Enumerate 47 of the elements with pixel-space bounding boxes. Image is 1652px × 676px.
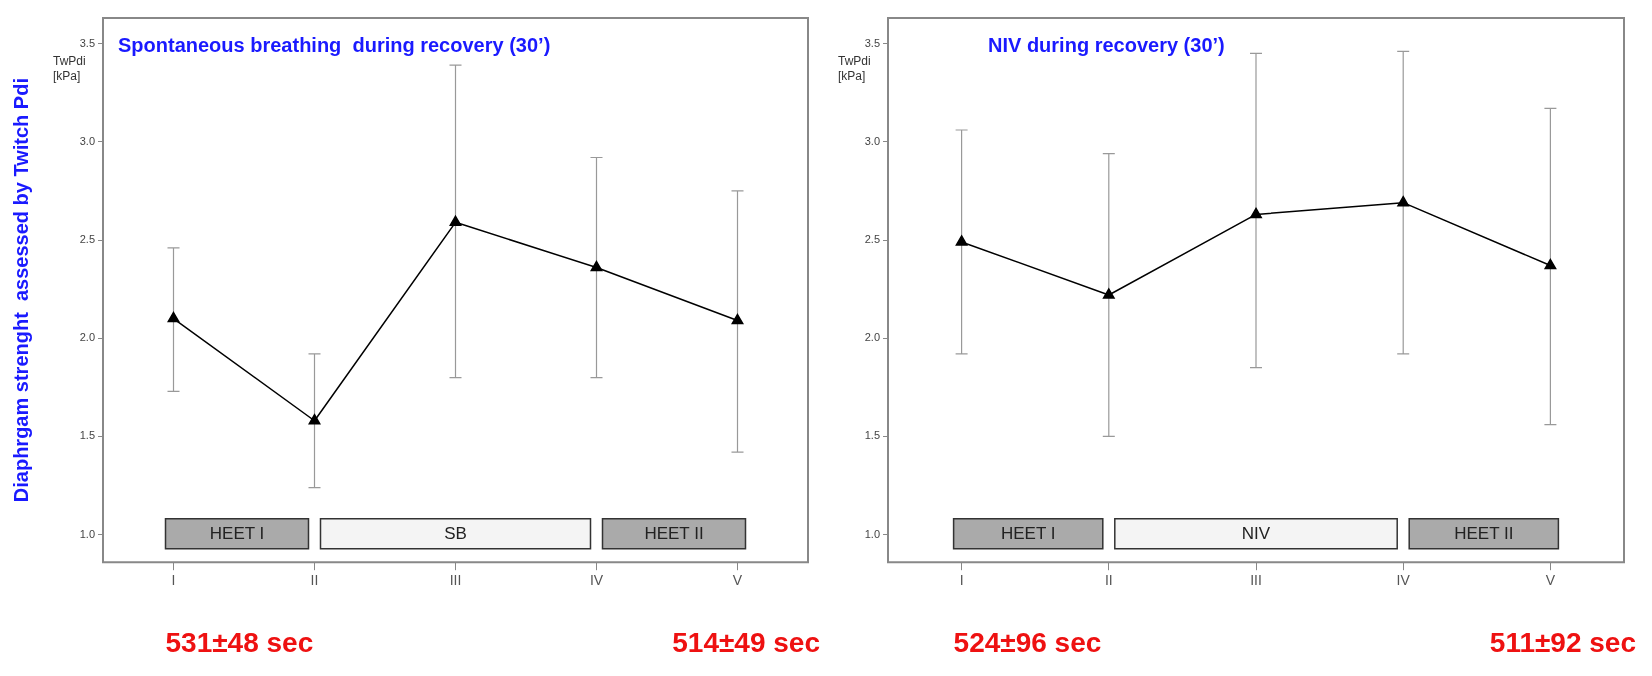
band-label: SB [444, 524, 467, 544]
point [590, 260, 603, 272]
y-tick-label: 2.0 [864, 331, 880, 344]
x-tick-label: III [449, 572, 462, 589]
y-tick-label: 1.5 [864, 429, 880, 442]
x-tick-label: V [1545, 572, 1556, 589]
y-tick-label: 1.0 [79, 527, 95, 540]
point [1102, 288, 1115, 299]
y-tick-label: 2.5 [864, 233, 880, 246]
text: 531±48 sec [165, 626, 314, 658]
band-label: HEET II [1454, 524, 1514, 544]
y-tick-label: 3.0 [864, 134, 880, 147]
x-tick-label: II [310, 572, 319, 589]
text: NIV during recovery (30’) [988, 33, 1225, 56]
point [167, 311, 180, 323]
y-tick-label: 3.0 [79, 134, 95, 147]
point [1397, 195, 1410, 207]
y-tick-label: 2.0 [79, 331, 95, 344]
text: Spontaneous breathing during recovery (30’) [118, 33, 551, 56]
band-label: NIV [1241, 524, 1271, 544]
y-tick-label: 3.5 [79, 36, 95, 49]
point [955, 235, 968, 246]
band-label: HEET II [644, 524, 704, 544]
point [731, 313, 744, 325]
x-tick-label: IV [1396, 572, 1411, 589]
y-tick-label: 3.5 [864, 36, 880, 49]
point [1250, 207, 1262, 219]
y-tick-label: 1.5 [79, 429, 95, 442]
y-axis-title: TwPdi [kPa] [53, 53, 86, 83]
point [449, 215, 462, 227]
y-axis-title: TwPdi [kPa] [838, 53, 871, 83]
x-tick-label: V [732, 572, 743, 589]
text: 524±96 sec [953, 626, 1102, 658]
x-tick-label: III [1250, 572, 1262, 589]
x-tick-label: I [171, 572, 176, 589]
x-tick-label: II [1104, 572, 1113, 589]
y-tick-label: 2.5 [79, 233, 95, 246]
point [308, 414, 321, 425]
text: Diaphrgam strenght assessed by Twitch Pdi [9, 78, 32, 503]
y-tick-label: 1.0 [864, 527, 880, 540]
x-tick-label: IV [589, 572, 604, 589]
text: 514±49 sec [672, 626, 820, 658]
band-label: HEET I [209, 524, 265, 544]
point [1544, 258, 1557, 270]
x-tick-label: I [959, 572, 964, 589]
text: 511±92 sec [1489, 626, 1636, 658]
band-label: HEET I [1000, 524, 1056, 544]
